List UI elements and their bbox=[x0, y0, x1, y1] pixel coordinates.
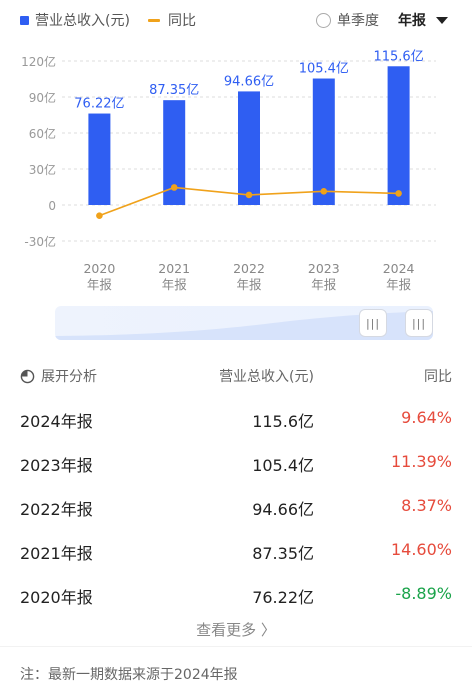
pie-chart-icon bbox=[20, 369, 35, 383]
yoy-point bbox=[320, 188, 328, 195]
yoy-point bbox=[395, 190, 402, 197]
row-period: 2024年报 bbox=[20, 412, 93, 431]
period-dropdown[interactable]: 年报 bbox=[398, 10, 448, 30]
table-row[interactable]: 2023年报 105.4亿 11.39% bbox=[0, 442, 472, 482]
x-tick-label: 年报 bbox=[386, 277, 412, 292]
x-tick-label: 2021 bbox=[158, 261, 190, 276]
x-tick-label: 2023 bbox=[308, 261, 340, 276]
table-row[interactable]: 2024年报 115.6亿 9.64% bbox=[0, 398, 472, 438]
table-row[interactable]: 2020年报 76.22亿 -8.89% bbox=[0, 574, 472, 614]
x-tick-label: 2024 bbox=[383, 261, 415, 276]
row-revenue: 76.22亿 bbox=[252, 588, 314, 607]
y-tick-label: 60亿 bbox=[29, 126, 56, 141]
revenue-chart: 120亿 90亿 60亿 30亿 0 -30亿 76.22亿 87.35亿 94.66亿 105.… bbox=[21, 49, 436, 292]
radio-icon bbox=[316, 12, 331, 28]
chart-legend: 营业总收入(元) 同比 单季度 年报 bbox=[0, 10, 472, 32]
row-revenue: 94.66亿 bbox=[252, 500, 314, 519]
legend-yoy-label: 同比 bbox=[168, 13, 196, 29]
x-tick-label: 年报 bbox=[87, 277, 113, 292]
x-tick-label: 2020 bbox=[83, 261, 115, 276]
row-period: 2022年报 bbox=[20, 500, 93, 519]
bar-value-label: 105.4亿 bbox=[299, 62, 349, 77]
yoy-line-swatch-icon bbox=[148, 18, 160, 22]
row-yoy: 14.60% bbox=[390, 540, 452, 559]
bar bbox=[387, 66, 410, 205]
revenue-swatch-icon bbox=[20, 15, 29, 25]
legend-yoy[interactable]: 同比 bbox=[148, 10, 196, 30]
range-slider[interactable]: ||| ||| bbox=[55, 306, 433, 340]
row-yoy: 9.64% bbox=[401, 408, 452, 427]
y-tick-label: 120亿 bbox=[21, 54, 56, 69]
slider-handle-left[interactable]: ||| bbox=[359, 309, 387, 337]
row-yoy: 11.39% bbox=[390, 452, 452, 471]
footnote: 注：最新一期数据来源于2024年报 bbox=[20, 667, 238, 683]
row-period: 2021年报 bbox=[20, 544, 93, 563]
bar bbox=[163, 100, 186, 205]
x-tick-label: 年报 bbox=[311, 277, 337, 292]
table-header: 展开分析 营业总收入(元) 同比 bbox=[0, 362, 472, 388]
view-more-link[interactable]: 查看更多 〉 bbox=[196, 621, 276, 639]
legend-revenue-label: 营业总收入(元) bbox=[35, 13, 130, 29]
y-tick-label: 90亿 bbox=[29, 90, 56, 105]
slider-handle-right[interactable]: ||| bbox=[405, 309, 433, 337]
row-yoy: 8.37% bbox=[401, 496, 452, 515]
quarter-radio[interactable]: 单季度 bbox=[316, 10, 379, 30]
row-revenue: 87.35亿 bbox=[252, 544, 314, 563]
bar-value-label: 115.6亿 bbox=[373, 49, 423, 64]
legend-revenue[interactable]: 营业总收入(元) bbox=[20, 10, 130, 30]
x-tick-label: 年报 bbox=[236, 277, 262, 292]
header-revenue: 营业总收入(元) bbox=[219, 369, 314, 385]
row-revenue: 105.4亿 bbox=[252, 456, 314, 475]
header-analysis-label: 展开分析 bbox=[41, 369, 97, 385]
y-tick-label: 30亿 bbox=[29, 162, 56, 177]
period-label: 年报 bbox=[398, 13, 426, 29]
bar bbox=[88, 113, 111, 205]
table-row[interactable]: 2022年报 94.66亿 8.37% bbox=[0, 486, 472, 526]
yoy-point bbox=[245, 191, 253, 199]
expand-analysis[interactable]: 展开分析 bbox=[20, 366, 97, 386]
row-revenue: 115.6亿 bbox=[252, 412, 314, 431]
header-yoy: 同比 bbox=[424, 369, 452, 385]
bar bbox=[312, 78, 335, 205]
bar-value-label: 76.22亿 bbox=[74, 97, 124, 112]
row-period: 2020年报 bbox=[20, 588, 93, 607]
x-tick-label: 2022 bbox=[233, 261, 265, 276]
yoy-point bbox=[96, 212, 103, 219]
yoy-point bbox=[170, 184, 178, 191]
y-tick-label: 0 bbox=[48, 199, 56, 213]
slider-preview-area bbox=[55, 311, 433, 340]
bar bbox=[238, 91, 260, 205]
row-yoy: -8.89% bbox=[395, 584, 452, 603]
row-period: 2023年报 bbox=[20, 456, 93, 475]
table-row[interactable]: 2021年报 87.35亿 14.60% bbox=[0, 530, 472, 570]
chevron-down-icon bbox=[436, 16, 448, 24]
x-tick-label: 年报 bbox=[162, 277, 188, 292]
bar-value-label: 94.66亿 bbox=[224, 74, 274, 89]
y-tick-label: -30亿 bbox=[24, 234, 56, 249]
quarter-label: 单季度 bbox=[337, 13, 379, 29]
divider bbox=[0, 646, 472, 647]
bar-value-label: 87.35亿 bbox=[149, 83, 199, 98]
